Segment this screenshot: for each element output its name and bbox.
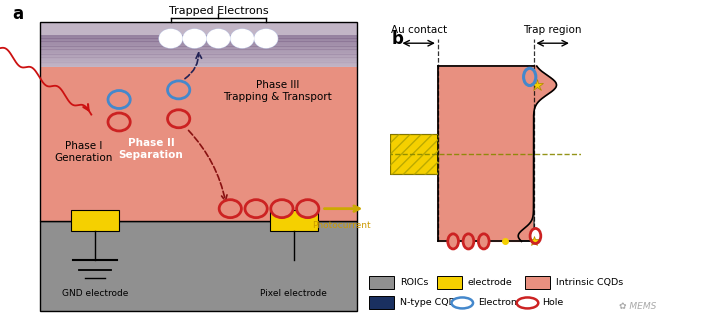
Text: Phase I
Generation: Phase I Generation xyxy=(54,141,113,163)
Circle shape xyxy=(463,234,474,249)
Text: Phase III
Trapping & Transport: Phase III Trapping & Transport xyxy=(223,80,333,102)
Text: Hole: Hole xyxy=(542,299,563,308)
Bar xyxy=(270,210,318,231)
Circle shape xyxy=(517,298,538,308)
Bar xyxy=(40,35,357,37)
Circle shape xyxy=(271,200,293,218)
Bar xyxy=(40,57,357,59)
Bar xyxy=(40,40,357,42)
Circle shape xyxy=(231,30,253,48)
Circle shape xyxy=(219,200,241,218)
Circle shape xyxy=(523,68,536,85)
Circle shape xyxy=(296,200,319,218)
Text: ROICs: ROICs xyxy=(400,278,428,287)
Bar xyxy=(40,22,357,221)
Bar xyxy=(437,276,462,289)
Circle shape xyxy=(530,229,541,244)
Bar xyxy=(72,210,119,231)
Text: ✿ MEMS: ✿ MEMS xyxy=(620,302,657,311)
Bar xyxy=(40,56,357,58)
Circle shape xyxy=(108,113,130,131)
Bar xyxy=(40,62,357,64)
Circle shape xyxy=(167,81,190,99)
Bar xyxy=(40,38,357,40)
Text: N-type CQDs: N-type CQDs xyxy=(400,299,461,308)
Circle shape xyxy=(184,30,206,48)
Bar xyxy=(40,43,357,45)
Text: Photocurrent: Photocurrent xyxy=(312,221,371,230)
Text: Electron: Electron xyxy=(478,299,517,308)
Bar xyxy=(40,221,357,311)
Text: Phase II
Separation: Phase II Separation xyxy=(118,138,183,160)
Bar xyxy=(40,54,357,56)
Text: Trapped Electrons: Trapped Electrons xyxy=(169,6,268,16)
Circle shape xyxy=(108,91,130,108)
Bar xyxy=(369,297,394,309)
Circle shape xyxy=(167,110,190,128)
Bar xyxy=(40,64,357,66)
Text: GND electrode: GND electrode xyxy=(62,289,128,298)
Circle shape xyxy=(255,30,277,48)
Bar xyxy=(40,59,357,61)
Text: a: a xyxy=(12,5,23,23)
Bar xyxy=(40,48,357,50)
Bar xyxy=(40,41,357,43)
Text: Au contact: Au contact xyxy=(391,25,447,35)
Text: Pixel electrode: Pixel electrode xyxy=(260,289,328,298)
Bar xyxy=(40,67,357,221)
Circle shape xyxy=(160,30,182,48)
Text: b: b xyxy=(392,30,403,48)
Bar xyxy=(40,49,357,51)
Bar xyxy=(390,134,438,174)
Bar xyxy=(40,61,357,63)
Bar xyxy=(40,22,357,67)
Bar xyxy=(40,45,357,47)
Polygon shape xyxy=(438,66,557,241)
Circle shape xyxy=(452,298,473,308)
Bar xyxy=(40,51,357,53)
Bar xyxy=(40,53,357,55)
Bar xyxy=(525,276,550,289)
Bar xyxy=(40,46,357,48)
Bar xyxy=(40,37,357,39)
Bar xyxy=(438,66,534,241)
Bar xyxy=(40,65,357,67)
Circle shape xyxy=(479,234,489,249)
Circle shape xyxy=(448,234,459,249)
Circle shape xyxy=(245,200,267,218)
Text: Intrinsic CQDs: Intrinsic CQDs xyxy=(556,278,623,287)
Text: Trap region: Trap region xyxy=(523,25,582,35)
Text: electrode: electrode xyxy=(468,278,513,287)
Bar xyxy=(390,134,438,174)
Circle shape xyxy=(207,30,230,48)
Bar xyxy=(369,276,394,289)
